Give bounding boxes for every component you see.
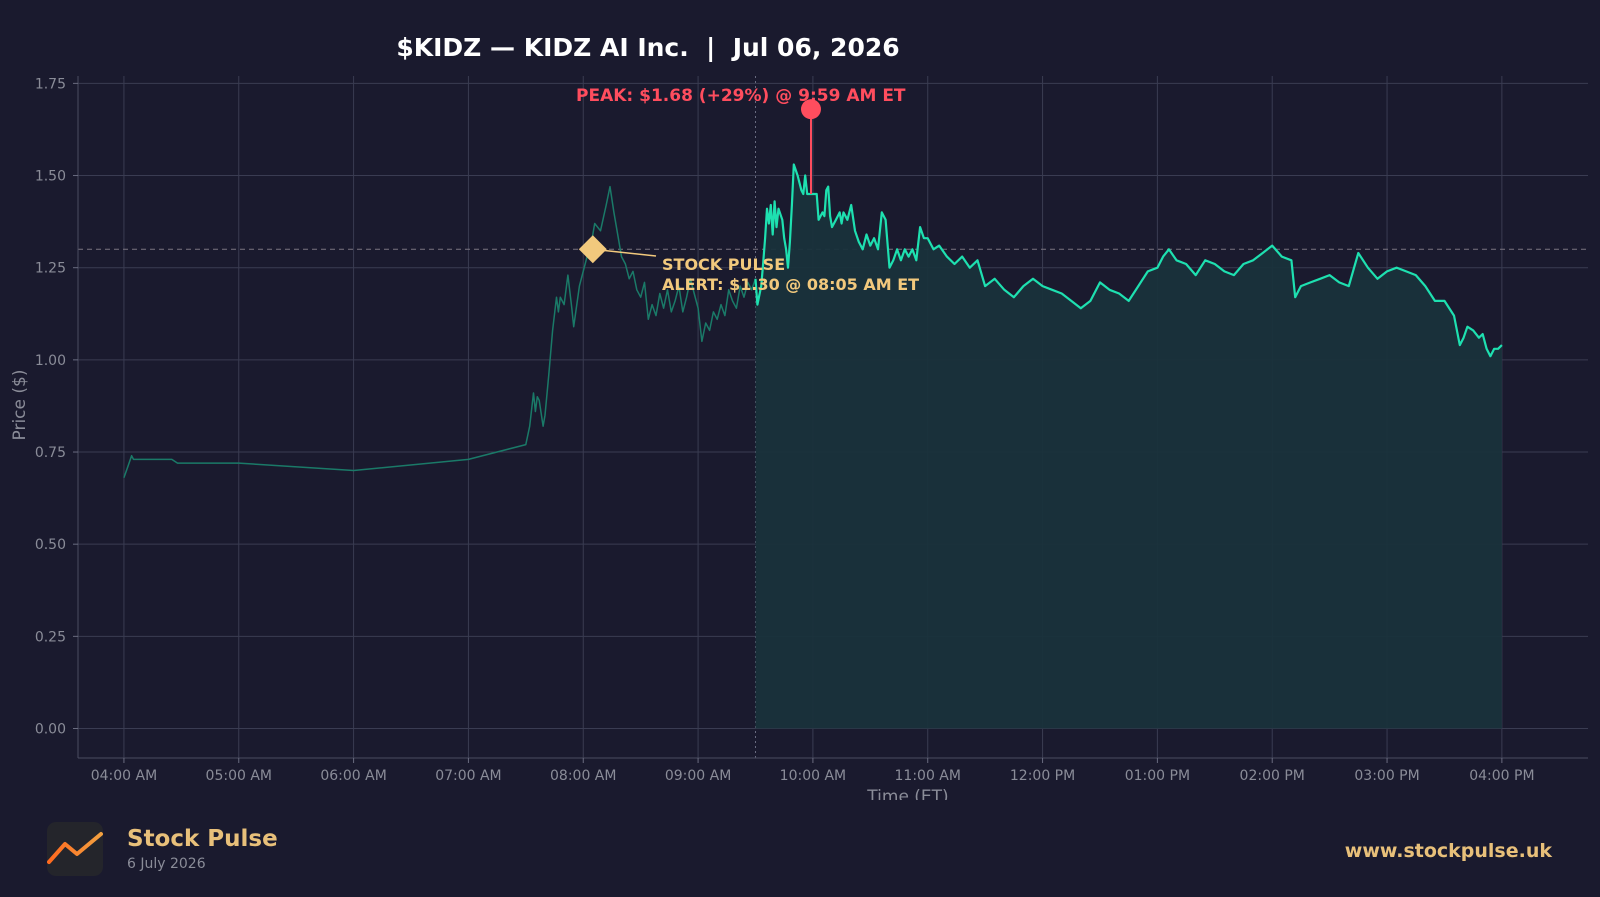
x-tick-label: 01:00 PM: [1125, 768, 1190, 784]
premarket-price-line: [123, 185, 757, 479]
y-axis-label: Price ($): [10, 370, 30, 441]
alert-label-line1: STOCK PULSE: [662, 255, 785, 274]
y-tick-label: 0.75: [35, 445, 66, 461]
price-chart: $KIDZ — KIDZ AI Inc. | Jul 06, 2026 0.00…: [10, 33, 1588, 800]
brand-date: 6 July 2026: [127, 856, 206, 872]
x-tick-label: 05:00 AM: [206, 768, 272, 784]
regular-session-price-line: [754, 163, 1503, 358]
trend-line-icon: [47, 822, 103, 876]
y-tick-label: 0.50: [35, 537, 66, 553]
peak-label: PEAK: $1.68 (+29%) @ 9:59 AM ET: [576, 86, 906, 106]
x-tick-label: 07:00 AM: [435, 768, 501, 784]
y-tick-label: 1.50: [35, 169, 66, 185]
y-tick-label: 0.00: [35, 722, 66, 738]
x-tick-label: 04:00 PM: [1469, 768, 1534, 784]
footer: Stock Pulse 6 July 2026 www.stockpulse.u…: [0, 800, 1600, 897]
x-tick-label: 08:00 AM: [550, 768, 616, 784]
x-axis-label: Time (ET): [866, 787, 948, 800]
y-tick-label: 1.75: [35, 76, 66, 92]
y-tick-label: 1.25: [35, 261, 66, 277]
y-tick-label: 1.00: [35, 353, 66, 369]
annotations: PEAK: $1.68 (+29%) @ 9:59 AM ET STOCK PUL…: [576, 86, 919, 294]
x-tick-label: 10:00 AM: [780, 768, 846, 784]
alert-marker: [578, 235, 607, 264]
x-tick-label: 03:00 PM: [1354, 768, 1419, 784]
peak-marker: [800, 99, 821, 120]
x-tick-label: 04:00 AM: [91, 768, 157, 784]
brand-name: Stock Pulse: [127, 826, 278, 852]
x-tick-label: 12:00 PM: [1010, 768, 1075, 784]
website-link[interactable]: www.stockpulse.uk: [1344, 840, 1552, 862]
x-tick-label: 11:00 AM: [895, 768, 961, 784]
x-tick-label: 09:00 AM: [665, 768, 731, 784]
alert-label-line2: ALERT: $1.30 @ 08:05 AM ET: [662, 275, 919, 294]
x-tick-label: 02:00 PM: [1240, 768, 1305, 784]
x-tick-label: 06:00 AM: [320, 768, 386, 784]
regular-session-area: [755, 164, 1502, 729]
y-tick-label: 0.25: [35, 629, 66, 645]
axes: 0.00 0.25 0.50 0.75 1.00 1.25 1.50 1.75 04:00 AM…: [10, 76, 1588, 800]
price-lines: [123, 163, 1503, 479]
chart-title: $KIDZ — KIDZ AI Inc. | Jul 06, 2026: [396, 33, 899, 62]
regular-session-fill: [755, 164, 1502, 729]
